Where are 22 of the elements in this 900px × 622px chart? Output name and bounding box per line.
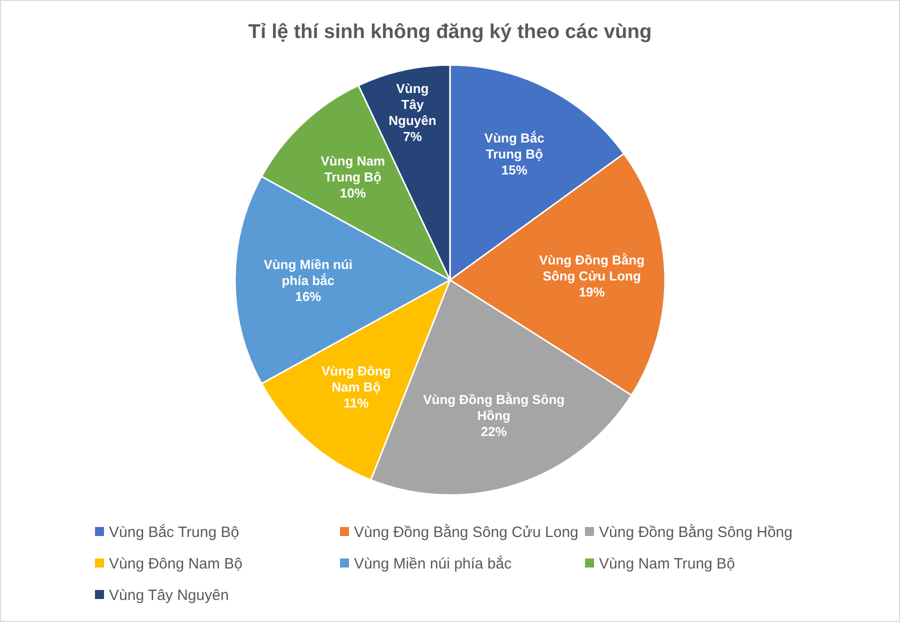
- data-label: 19%: [578, 284, 606, 300]
- chart-title: Tỉ lệ thí sinh không đăng ký theo các vùng: [248, 21, 652, 43]
- slice-label: Vùng Miền núi phía bắc: [264, 257, 353, 288]
- data-label: 11%: [344, 395, 370, 410]
- data-label: 22%: [480, 424, 508, 439]
- legend-label: Vùng Đồng Bằng Sông Hồng: [599, 523, 792, 541]
- data-label: 16%: [295, 289, 322, 304]
- legend-label: Vùng Tây Nguyên: [109, 587, 229, 604]
- slice-label: Vùng Tây Nguyên: [388, 81, 436, 128]
- slice-label: Vùng Bắc Trung Bộ: [484, 130, 544, 162]
- data-label: 10%: [340, 186, 366, 201]
- data-label: 15%: [501, 162, 528, 178]
- legend-label: Vùng Nam Trung Bộ: [599, 556, 735, 572]
- slice-label: Vùng Đông Nam Bộ: [321, 363, 391, 394]
- slice-label: Vùng Đồng Bằng Sông Hồng: [423, 392, 565, 423]
- slice-label: Vùng Đồng Bằng Sông Cửu Long: [539, 252, 645, 284]
- legend-label: Vùng Đồng Bằng Sông Cửu Long: [354, 523, 578, 541]
- data-label: 7%: [403, 129, 422, 144]
- legend-label: Vùng Miền núi phía bắc: [354, 554, 512, 572]
- slice-label: Vùng Nam Trung Bộ: [320, 154, 386, 185]
- legend-label: Vùng Đông Nam Bộ: [109, 556, 242, 572]
- legend-label: Vùng Bắc Trung Bộ: [109, 523, 240, 541]
